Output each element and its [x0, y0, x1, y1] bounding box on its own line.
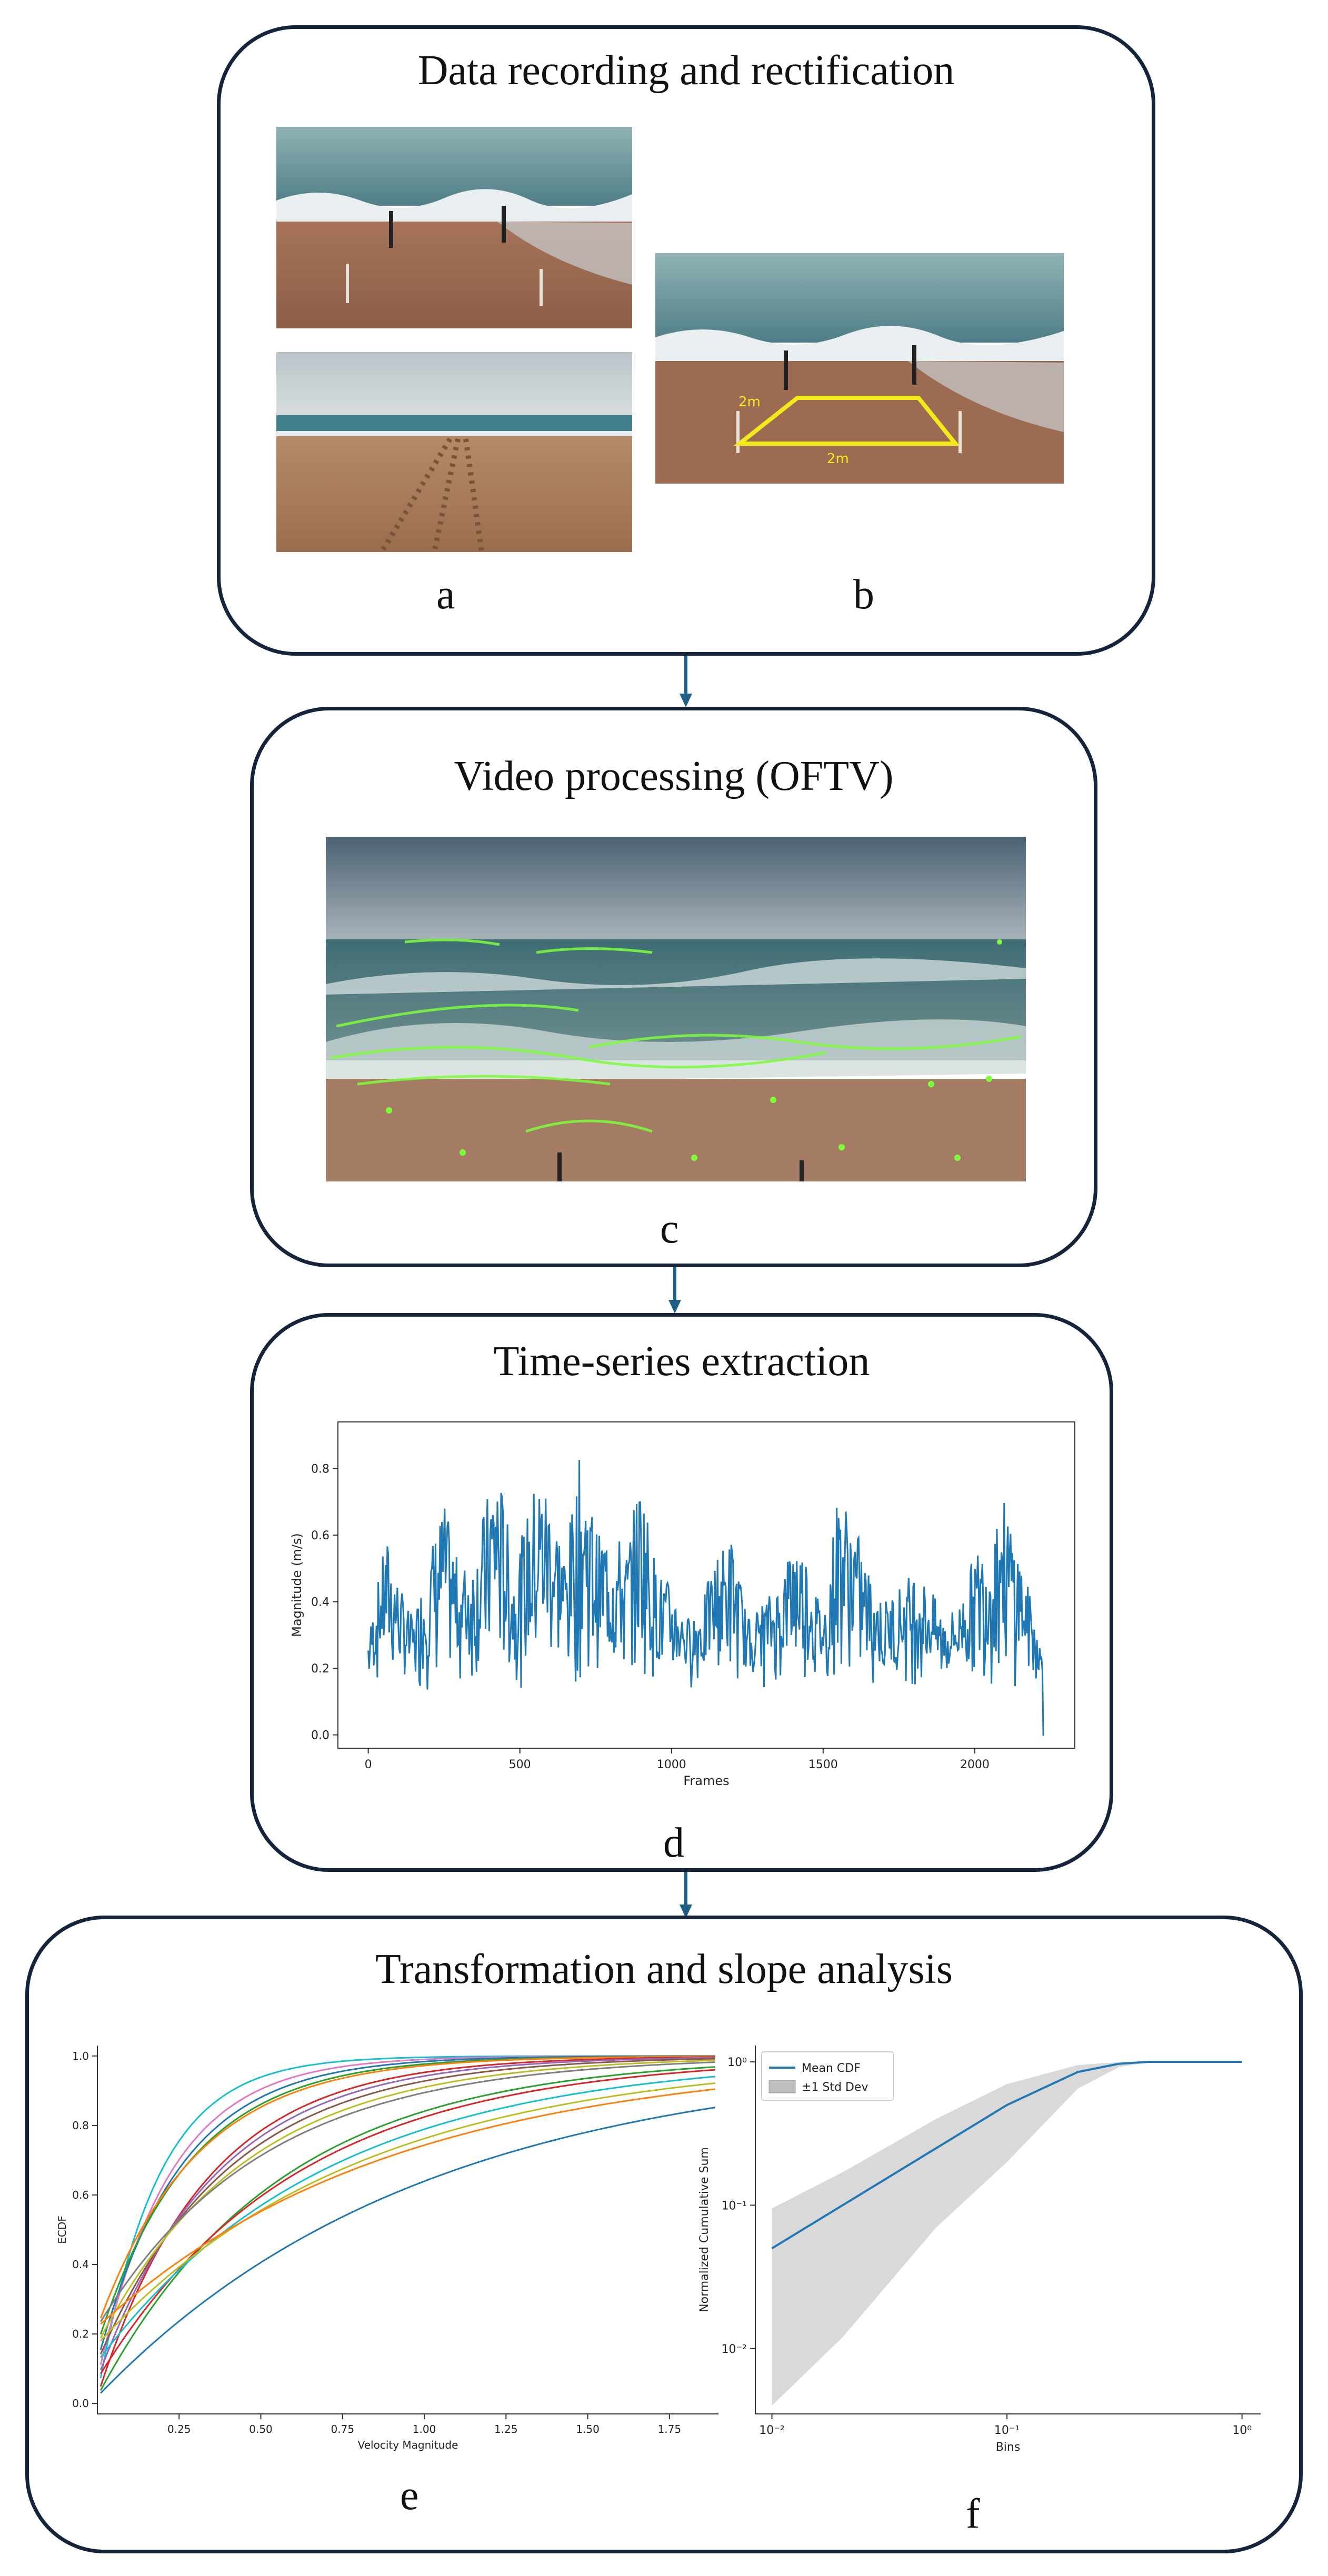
- panel-title: Data recording and rectification: [417, 47, 955, 94]
- ecdf-curve: [99, 2069, 715, 2374]
- ecdf-curve: [99, 2059, 715, 2339]
- legend: Mean CDF ±1 Std Dev: [761, 2051, 894, 2101]
- label-d: d: [663, 1820, 684, 1866]
- y-tick-label: 10⁰: [727, 2056, 747, 2069]
- label-b: b: [853, 572, 874, 618]
- y-tick-label: 0.2: [311, 1662, 329, 1676]
- series-line: [367, 1460, 1044, 1736]
- y-axis-label: ECDF: [56, 2216, 68, 2244]
- x-tick-label: 10⁰: [1232, 2424, 1252, 2437]
- ecdf-curve: [99, 2056, 715, 2319]
- x-tick-label: 1.50: [576, 2423, 600, 2435]
- legend-label: Mean CDF: [802, 2062, 861, 2075]
- y-tick-label: 0.8: [311, 1463, 329, 1476]
- ecdf-curve: [99, 2058, 715, 2355]
- x-tick-label: 500: [509, 1758, 531, 1771]
- ecdf-curve: [99, 2057, 715, 2371]
- y-axis-label: Normalized Cumulative Sum: [698, 2147, 711, 2312]
- beach-photo-a-bottom: [276, 352, 632, 552]
- y-tick-label: 0.2: [72, 2328, 89, 2340]
- beach-photo-a-top: [276, 127, 632, 328]
- ecdf-curve: [100, 2082, 715, 2342]
- x-axis-label: Frames: [683, 1773, 729, 1788]
- ecdf-curve: [99, 2055, 715, 2379]
- x-tick-label: 0: [365, 1758, 372, 1771]
- beach-photo-b-rectified: 2m 2m: [655, 253, 1064, 484]
- y-tick-label: 10⁻²: [722, 2343, 747, 2356]
- y-tick-label: 0.6: [311, 1529, 329, 1542]
- y-tick-label: 0.4: [72, 2258, 89, 2271]
- y-tick-label: 1.0: [72, 2050, 89, 2062]
- legend-label: ±1 Std Dev: [802, 2081, 868, 2094]
- panel-transformation: Transformation and slope analysis 0.25 0.…: [25, 1916, 1303, 2553]
- y-axis-label: Magnitude (m/s): [289, 1533, 304, 1637]
- x-tick-label: 0.50: [249, 2423, 273, 2435]
- ecdf-curve: [99, 2061, 715, 2322]
- x-axis-label: Velocity Magnitude: [358, 2439, 458, 2451]
- y-tick-label: 10⁻¹: [722, 2199, 747, 2212]
- std-dev-band: [772, 2062, 1242, 2406]
- plot-frame: [337, 1421, 1075, 1749]
- ecdf-curve: [99, 2056, 715, 2387]
- y-tick-label: 0.8: [72, 2119, 89, 2132]
- panel-title: Video processing (OFTV): [454, 753, 894, 799]
- y-tick-label: 0.0: [311, 1729, 329, 1742]
- x-tick-label: 0.75: [331, 2423, 355, 2435]
- flow-arrow: [680, 656, 692, 707]
- x-tick-label: 10⁻²: [759, 2424, 784, 2437]
- x-tick-label: 1.25: [494, 2423, 518, 2435]
- ecdf-curve: [99, 2066, 715, 2391]
- optical-flow-frame: [326, 837, 1026, 1181]
- y-tick-label: 0.4: [311, 1596, 329, 1609]
- panel-video-processing: Video processing (OFTV): [250, 707, 1097, 1267]
- x-tick-label: 2000: [960, 1758, 990, 1771]
- panel-data-recording: Data recording and rectification: [217, 25, 1155, 656]
- time-series-chart: 0 500 1000 1500 2000 0.0 0.2 0.4 0.6 0.8 Frames Mag…: [289, 1421, 1075, 1788]
- x-tick-label: 1000: [657, 1758, 686, 1771]
- x-tick-label: 1500: [808, 1758, 838, 1771]
- ecdf-curve: [100, 2107, 716, 2394]
- mean-cdf-line: [771, 2061, 1242, 2250]
- flow-arrow: [668, 1267, 681, 1314]
- label-a: a: [436, 572, 455, 618]
- x-tick-label: 0.25: [167, 2423, 191, 2435]
- legend-swatch-band: [768, 2080, 796, 2093]
- label-f: f: [966, 2491, 980, 2537]
- x-tick-label: 1.00: [413, 2423, 436, 2435]
- x-tick-label: 1.75: [658, 2423, 682, 2435]
- panel-title: Time-series extraction: [493, 1338, 870, 1385]
- x-tick-label: 10⁻¹: [994, 2424, 1020, 2437]
- mean-cdf-chart: 10⁻² 10⁻¹ 10⁰ 10⁻² 10⁻¹ 10⁰ Bins Normalized Cum…: [698, 2046, 1261, 2454]
- flow-arrow: [680, 1872, 692, 1918]
- dimension-label-vertical: 2m: [738, 394, 761, 410]
- panel-time-series: Time-series extraction 0 500 1000 1500 2000 0…: [250, 1313, 1113, 1872]
- ecdf-curve: [100, 2076, 715, 2358]
- ecdf-chart: 0.25 0.50 0.75 1.00 1.25 1.50 1.75 0.0 0.2 0.4 0.6…: [56, 2046, 718, 2451]
- dimension-label-horizontal: 2m: [827, 451, 849, 467]
- y-tick-label: 0.6: [72, 2189, 89, 2201]
- panel-title: Transformation and slope analysis: [375, 1946, 953, 1992]
- ecdf-curve: [100, 2088, 715, 2325]
- y-tick-label: 0.0: [72, 2397, 89, 2410]
- label-e: e: [400, 2472, 419, 2519]
- x-axis-label: Bins: [996, 2441, 1021, 2454]
- ecdf-curve: [99, 2055, 715, 2365]
- label-c: c: [660, 1206, 679, 1252]
